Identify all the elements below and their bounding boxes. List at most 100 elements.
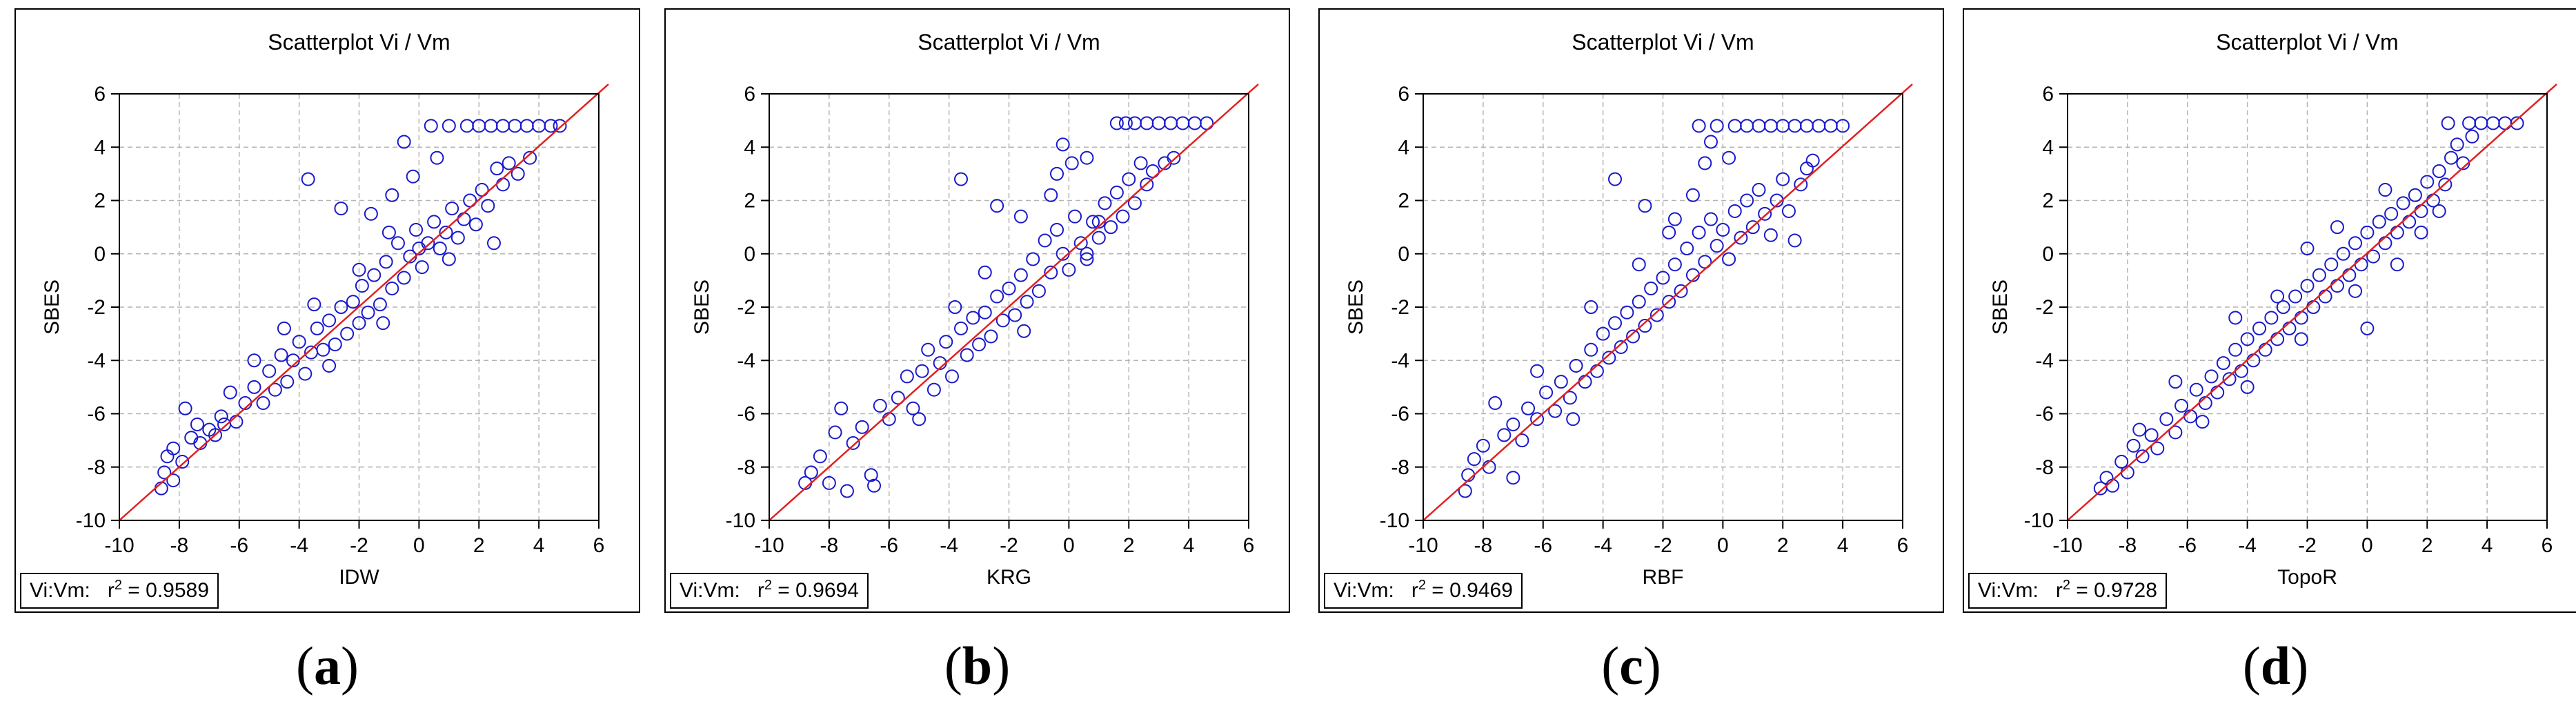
data-point [406,169,420,184]
r2-value: 0.9728 [2094,579,2157,602]
data-point [1662,225,1676,239]
fit-line [1423,84,1913,521]
data-point [1530,412,1545,426]
data-point [385,281,399,295]
y-tick-label: -6 [737,403,755,426]
x-tick-label: -4 [2238,534,2257,557]
data-point [361,305,375,320]
data-point [397,271,411,285]
superscript-2: 2 [2062,578,2070,593]
y-tick-label: -4 [2035,349,2054,372]
data-point [1548,404,1563,418]
data-point [2144,428,2159,442]
plot-frame [2067,93,2548,521]
data-point [307,297,321,312]
data-point [274,348,288,362]
data-point [292,335,306,349]
stat-prefix: Vi:Vm: [1978,579,2039,602]
data-point [1805,153,1820,168]
r2-label: r [1411,579,1418,602]
data-point [834,401,849,415]
data-point [523,150,537,165]
y-tick-label: -8 [1391,456,1409,479]
y-tick-label: 4 [94,136,106,159]
r2-label: r [107,579,115,602]
data-point [277,321,291,335]
y-tick-label: -4 [737,349,755,372]
data-point [1692,119,1706,133]
y-tick-label: -2 [737,296,755,319]
data-point [2378,183,2392,197]
data-point [864,468,878,482]
panel-caption-a: (a) [296,636,359,696]
data-point [445,202,459,216]
data-point [954,172,968,186]
data-point [178,401,192,415]
data-point [1073,236,1088,251]
data-point [1614,340,1628,354]
y-tick-label: 4 [2042,136,2054,159]
data-point [397,135,411,149]
data-point [1698,255,1712,269]
x-tick-label: -10 [2052,534,2082,557]
data-point [2330,220,2344,235]
data-point [2300,242,2315,256]
data-point [364,206,378,221]
scatter-chart-a: Scatterplot Vi / Vm -10 -8 -6 -4 -2 0 2 4 6 -10 -8 -… [41,30,609,589]
caption-letter: c [1619,636,1643,696]
data-point [2132,422,2147,437]
data-point [1602,351,1616,365]
data-point [1722,252,1736,266]
data-point [1008,308,1022,322]
data-point [2324,257,2339,272]
data-point [1727,204,1742,218]
y-tick-label: 6 [94,83,106,106]
data-point [1638,199,1652,213]
x-tick-label: -8 [170,534,189,557]
data-point [1563,391,1577,405]
y-tick-label: -8 [2035,456,2054,479]
caption-letter: a [314,636,341,696]
fit-line [769,84,1259,521]
data-point [390,236,405,251]
y-tick-label: -2 [2035,296,2054,319]
data-point [322,358,337,373]
r-squared-box: Vi:Vm: r2 = 0.9694 [670,573,869,609]
data-point [2168,375,2183,389]
data-point [2114,455,2129,469]
data-point [921,342,935,357]
data-point [301,172,315,186]
data-point [1140,177,1154,192]
data-point [502,156,516,170]
data-point [1080,150,1094,165]
data-point [1167,150,1181,165]
data-point [1710,119,1724,133]
data-point [334,300,348,314]
data-point [2360,321,2375,335]
y-tick-label: 6 [1398,83,1409,106]
data-point [1506,471,1520,485]
y-tick-label: -8 [87,456,106,479]
data-point [486,236,501,251]
y-tick-label: 0 [94,243,106,266]
x-axis-label: KRG [987,566,1031,589]
data-point [1476,438,1490,453]
y-axis-label: SBES [691,280,713,335]
data-point [1104,220,1118,235]
x-tick-label: 4 [1183,534,1195,557]
r2-label: r [757,579,764,602]
r2-label: r [2055,579,2063,602]
data-point [1044,265,1058,280]
y-tick-label: -6 [2035,403,2054,426]
data-point [2228,342,2243,357]
y-tick-label: -4 [87,349,106,372]
x-axis-label: RBF [1643,566,1684,589]
data-point [1133,156,1148,170]
data-point [481,199,495,213]
data-point [2360,225,2375,239]
data-point [2195,415,2210,429]
y-tick-label: -10 [1380,509,1409,532]
superscript-2: 2 [764,578,772,593]
data-point [1056,137,1070,152]
data-point [944,369,959,384]
